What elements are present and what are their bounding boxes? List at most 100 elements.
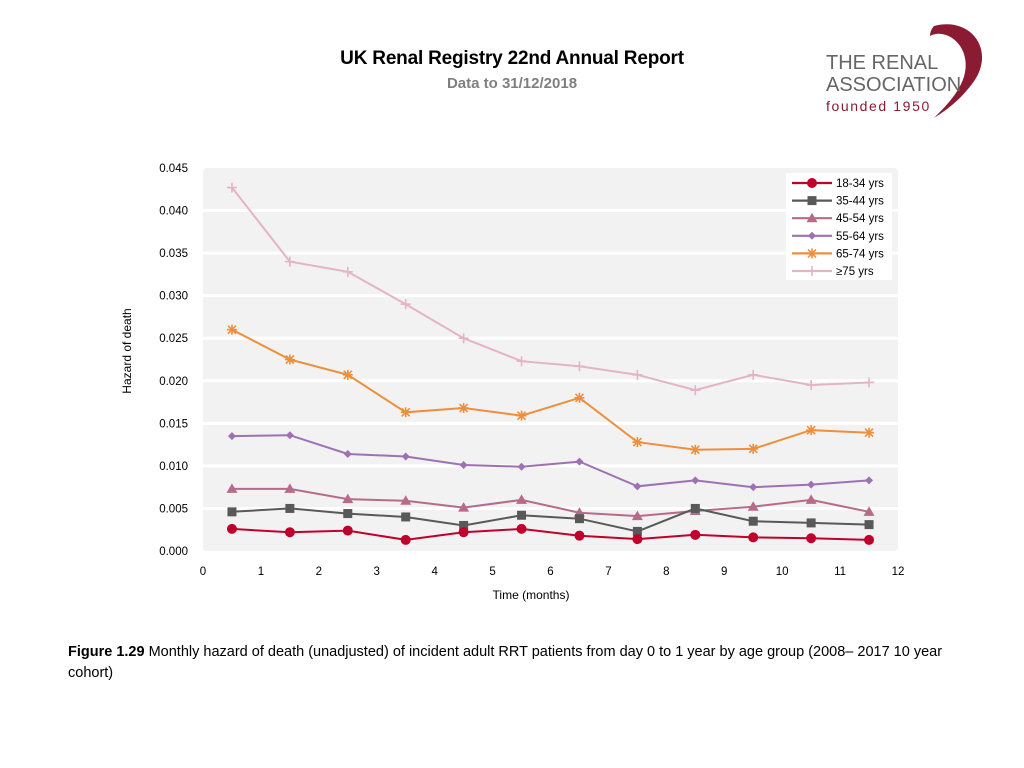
gridlines <box>203 209 898 510</box>
data-point <box>632 526 642 536</box>
data-point <box>574 392 585 403</box>
legend-item: 65-74 yrs <box>792 248 884 260</box>
series-65-74-yrs <box>226 324 875 455</box>
x-tick-label: 1 <box>258 566 264 578</box>
legend-marker <box>807 248 817 259</box>
x-tick-label: 7 <box>605 566 611 578</box>
data-point <box>747 501 759 511</box>
y-axis-ticks: 0.000 0.005 0.010 0.015 0.020 0.025 0.030 0.035… <box>159 163 188 558</box>
legend-box <box>786 173 892 280</box>
legend-label: ≥75 yrs <box>836 266 874 278</box>
data-point <box>806 380 817 391</box>
data-point <box>864 377 875 388</box>
series-18-34-yrs <box>226 523 875 545</box>
data-point <box>806 518 816 528</box>
data-point <box>516 523 527 534</box>
data-point <box>749 483 758 492</box>
data-point <box>864 534 875 545</box>
data-point <box>574 530 585 541</box>
series-line <box>231 527 870 541</box>
data-point <box>459 461 468 470</box>
legend-label: 18-34 yrs <box>836 178 884 190</box>
y-tick-label: 0.025 <box>159 333 188 345</box>
data-point <box>690 385 701 396</box>
x-axis-title: Time (months) <box>493 588 570 602</box>
data-point <box>342 266 353 277</box>
data-point <box>227 432 236 441</box>
data-point <box>516 356 527 367</box>
series-lines <box>226 182 875 545</box>
hazard-line-chart: 0.000 0.005 0.010 0.015 0.020 0.025 0.030 0.035… <box>120 163 905 602</box>
legend-marker <box>806 212 818 223</box>
y-tick-label: 0.015 <box>159 418 188 430</box>
data-point <box>284 527 295 538</box>
data-point <box>400 495 412 505</box>
legend-item: 55-64 yrs <box>792 231 884 243</box>
x-tick-label: 4 <box>431 566 438 578</box>
x-tick-label: 10 <box>776 566 789 578</box>
legend-marker <box>807 266 817 276</box>
y-axis-title: Hazard of death <box>120 308 134 393</box>
y-tick-label: 0.045 <box>159 163 188 175</box>
data-point <box>865 476 874 485</box>
data-point <box>633 482 642 491</box>
logo-founded: founded 1950 <box>826 98 931 114</box>
x-tick-label: 5 <box>489 566 495 578</box>
legend-item: 18-34 yrs <box>792 178 884 190</box>
data-point <box>285 503 295 513</box>
data-point <box>343 509 353 519</box>
data-point <box>401 512 411 522</box>
data-point <box>632 534 643 545</box>
data-point <box>632 437 643 448</box>
data-point <box>864 520 874 530</box>
data-point <box>517 462 526 471</box>
figure-caption-text: Monthly hazard of death (unadjusted) of … <box>68 644 943 681</box>
data-point <box>863 506 875 516</box>
series-line <box>231 328 870 451</box>
data-point <box>690 503 700 513</box>
data-point <box>401 452 410 461</box>
data-point <box>690 529 701 540</box>
data-point <box>226 483 238 493</box>
data-point <box>226 523 237 534</box>
report-subtitle: Data to 31/12/2018 <box>446 75 578 92</box>
data-point <box>574 361 585 372</box>
data-point <box>284 256 295 267</box>
data-point <box>575 457 584 466</box>
data-point <box>574 514 584 524</box>
kidney-swoosh-icon <box>930 24 983 119</box>
report-header: UK Renal Registry 22nd Annual Report Dat… <box>0 48 1024 92</box>
data-point <box>343 449 352 458</box>
x-tick-label: 3 <box>374 566 380 578</box>
legend-item: ≥75 yrs <box>792 266 874 278</box>
data-point <box>748 532 759 543</box>
data-point <box>806 533 817 544</box>
figure-label: Figure 1.29 <box>68 644 145 660</box>
data-point <box>807 480 816 489</box>
y-tick-label: 0.030 <box>159 291 188 303</box>
y-tick-label: 0.000 <box>159 546 188 558</box>
data-point <box>631 510 643 521</box>
y-tick-label: 0.040 <box>159 206 188 218</box>
data-point <box>690 444 701 455</box>
x-tick-label: 12 <box>892 566 905 578</box>
data-point <box>516 410 527 421</box>
legend-marker <box>807 178 817 188</box>
x-tick-label: 8 <box>663 566 669 578</box>
data-point <box>632 369 643 380</box>
data-point <box>284 483 296 493</box>
data-point <box>342 369 353 380</box>
logo-line-2: ASSOCIATION <box>826 74 962 96</box>
x-axis-ticks: 0 1 2 3 4 5 6 7 8 9 10 11 12 <box>200 566 905 578</box>
legend-marker <box>807 196 817 206</box>
series-line <box>232 487 870 518</box>
y-tick-label: 0.005 <box>159 503 188 515</box>
data-point <box>342 493 354 504</box>
data-point <box>516 494 528 504</box>
data-point <box>226 182 237 193</box>
data-point <box>227 507 237 517</box>
data-point <box>748 369 759 380</box>
data-point <box>748 443 759 454</box>
data-point <box>458 502 470 512</box>
series-line <box>231 434 870 489</box>
